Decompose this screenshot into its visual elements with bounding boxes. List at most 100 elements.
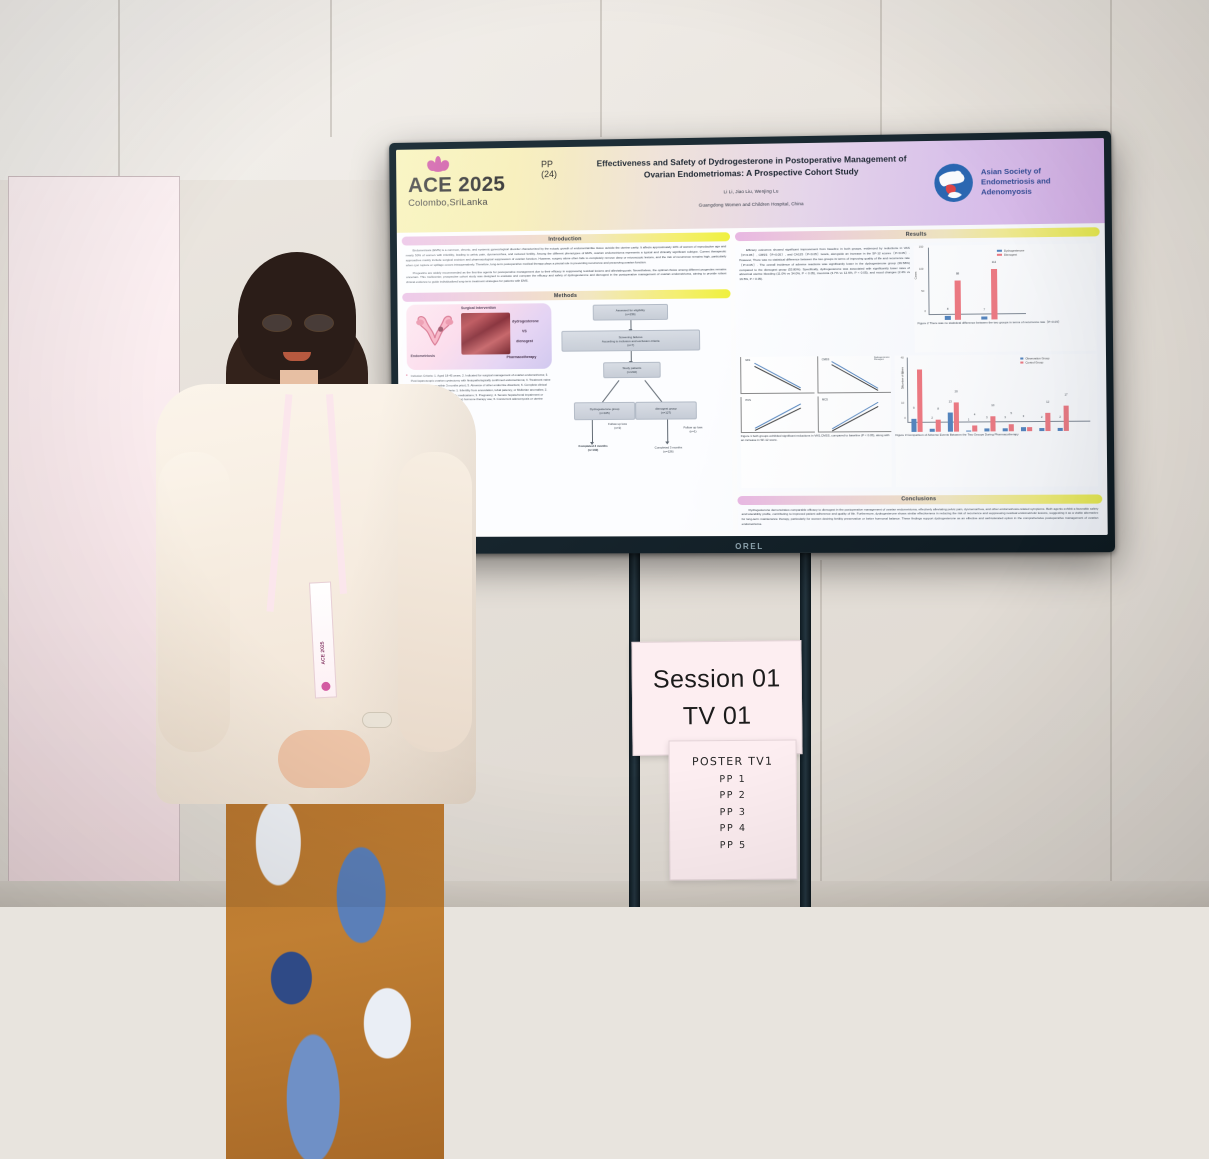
figure-2-bar-red-1 <box>954 280 962 320</box>
figure-1-panels: VAS CMSS <box>740 355 892 434</box>
section-conclusions: Conclusions Dydrogesterone demonstrates … <box>737 493 1103 532</box>
results-bottom-row: VAS CMSS <box>740 353 1099 488</box>
presenter-arm-right <box>398 452 472 752</box>
figure-3-label-11: 5 <box>1010 411 1012 416</box>
figure-1-panel-vas: VAS <box>740 356 815 394</box>
legend-swatch-control <box>1020 361 1024 364</box>
figure-3-label-13: 2 <box>1040 414 1043 419</box>
presenter-glasses <box>258 314 338 332</box>
figure-3-label-16: 17 <box>1064 392 1068 397</box>
poster-affiliation: Guangdong Women and Children Hospital, C… <box>698 201 804 208</box>
wall-display-board-left <box>8 176 180 907</box>
figure-3-bar-ctl-6 <box>1008 424 1014 432</box>
figure-3-bar-ctl-1 <box>916 369 923 432</box>
wall-seam-vertical-4 <box>880 0 882 137</box>
flow-completed-left-line2: (n=102) <box>587 448 599 453</box>
figure-3: Number of cases 40 30 20 10 0 <box>894 353 1099 487</box>
figure-1-panel-mcs: MCS <box>817 395 892 433</box>
figure-3-label-15: 2 <box>1059 414 1061 419</box>
tv-display: OREL ACE 2025 Colombo,SriLanka PP (24) <box>389 130 1116 554</box>
figure-3-bar-obs-7 <box>1020 427 1027 432</box>
figure-2-caption: Figure 2 There was no statistical differ… <box>917 319 1062 326</box>
figure-3-bar-ctl-4 <box>972 425 978 432</box>
session-sign: Session 01 TV 01 <box>631 640 803 756</box>
poster-list-title: POSTER TV1 <box>691 754 774 769</box>
flow-box-assessed: Assessed for eligibility (n=239) <box>592 304 669 321</box>
figure-3-bar-ctl-2 <box>935 419 941 432</box>
figure-3-bar-obs-5 <box>984 428 990 432</box>
session-sign-line1: Session 01 <box>652 664 781 694</box>
figure-3-y-axis-title: Number of cases <box>901 366 905 388</box>
poster-list-item-5: PP 5 <box>719 839 747 851</box>
figure-2-ytick-100: 100 <box>919 267 924 271</box>
methods-label-dienogest: dienogest <box>516 339 533 344</box>
wall-seam-vertical-3 <box>600 0 602 137</box>
flow-arrow-right-down <box>667 419 669 442</box>
flow-box-dydrogesterone-group: Dydrogesterone group (n=105) <box>573 401 636 421</box>
figure-3-label-10: 3 <box>1004 415 1006 420</box>
figure-3-ytick-20: 20 <box>900 386 904 390</box>
figure-3-caption: Figure 3 Comparison of Adverse Events Be… <box>895 432 1019 438</box>
presenter-hands <box>278 730 370 788</box>
presenter: ACE 2025 <box>150 252 480 1159</box>
flow-arrow-left-down <box>591 420 593 443</box>
figure-2-bar-blue-1 <box>944 315 951 320</box>
society-name-line2: Endometriosis and <box>980 176 1051 187</box>
figure-2-y-axis <box>927 247 930 315</box>
flow-completed-left: Completed 3 months (n=102) <box>562 444 623 452</box>
figure-3-label-14: 12 <box>1046 399 1050 404</box>
results-body: Efficacy outcomes showed significant imp… <box>735 240 1103 492</box>
figure-2-legend-item-2: Dienogest <box>996 252 1024 257</box>
figure-3-label-12: 3 <box>1022 414 1025 419</box>
asian-society-logo-icon <box>933 162 974 203</box>
presenter-arm-left <box>158 452 230 752</box>
session-sign-line2: TV 01 <box>682 701 752 731</box>
figure-1-legend: Dydrogesterone Dienogest <box>874 357 890 361</box>
flow-arrow-1 <box>630 320 632 330</box>
flow-loss-left: Follow up loss (n=3) <box>596 422 640 430</box>
methods-label-vs: VS <box>521 329 527 334</box>
methods-label-pharmacotherapy: Pharmacotherapy <box>506 355 537 360</box>
results-top-row: Efficacy outcomes showed significant imp… <box>739 243 1097 354</box>
figure-3-label-8: 3 <box>986 415 988 420</box>
figure-3-bar-obs-4 <box>966 430 972 432</box>
results-text: Efficacy outcomes showed significant imp… <box>739 246 911 354</box>
methods-flowchart-panel: Assessed for eligibility (n=239) Screeni… <box>555 301 729 527</box>
figure-2-ytick-0: 0 <box>924 310 926 314</box>
figure-1: VAS CMSS <box>740 355 892 488</box>
figure-3-y-axis <box>906 357 908 422</box>
figure-3-bar-obs-1 <box>911 418 917 432</box>
wall-seam-vertical-6 <box>820 560 822 907</box>
study-flowchart: Assessed for eligibility (n=239) Screeni… <box>555 301 728 462</box>
poster-list-item-3: PP 3 <box>719 806 747 818</box>
figure-2-plot: 150 100 50 0 Cases 8 <box>914 246 1092 321</box>
figure-3-legend: Observation Group Control Group <box>1020 356 1049 365</box>
poster-column-left: Introduction Endometriosis (EMS) is a co… <box>401 232 733 533</box>
conclusions-body: Dydrogesterone demonstrates comparable e… <box>737 503 1103 532</box>
methods-concept-graphic: Surgical Intervention Endometriosis dydr… <box>406 303 552 371</box>
flow-box-assessed-line2: (n=239) <box>625 312 636 317</box>
flow-box-dieno-line2: (n=127) <box>660 410 672 415</box>
figure-3-ytick-10: 10 <box>901 401 905 405</box>
tv-screen[interactable]: ACE 2025 Colombo,SriLanka PP (24) Effect… <box>396 138 1108 538</box>
poster-list-item-1: PP 1 <box>719 773 747 785</box>
poster-header: ACE 2025 Colombo,SriLanka PP (24) Effect… <box>396 138 1105 233</box>
figure-3-plot: Number of cases 40 30 20 10 0 <box>901 356 1096 432</box>
results-paragraph: Efficacy outcomes showed significant imp… <box>739 245 910 282</box>
flow-box-screening-line3: (n=7) <box>627 342 635 347</box>
flow-completed-right: Completed 3 months (n=126) <box>638 445 700 454</box>
figure-3-label-2: 2 <box>931 415 933 420</box>
figure-1-legend-label-2: Dienogest <box>873 358 884 361</box>
poster-list-sign: POSTER TV1 PP 1 PP 2 PP 3 PP 4 PP 5 <box>668 739 798 881</box>
legend-swatch-red <box>996 253 1003 257</box>
legend-swatch-observation <box>1020 357 1024 360</box>
poster-header-right: Asian Society of Endometriosis and Adeno… <box>933 138 1105 225</box>
figure-3-label-7: 4 <box>973 412 976 417</box>
flow-box-study-line2: (n=232) <box>626 370 638 375</box>
figure-3-label-4: 13 <box>948 399 952 404</box>
methods-body: Surgical Intervention Endometriosis dydr… <box>402 298 733 533</box>
presenter-mouth <box>283 352 311 361</box>
figure-1-caption: Figure 1 both groups exhibited significa… <box>740 433 890 443</box>
presenter-watch <box>362 712 392 728</box>
poster-body: Introduction Endometriosis (EMS) is a co… <box>396 223 1108 538</box>
